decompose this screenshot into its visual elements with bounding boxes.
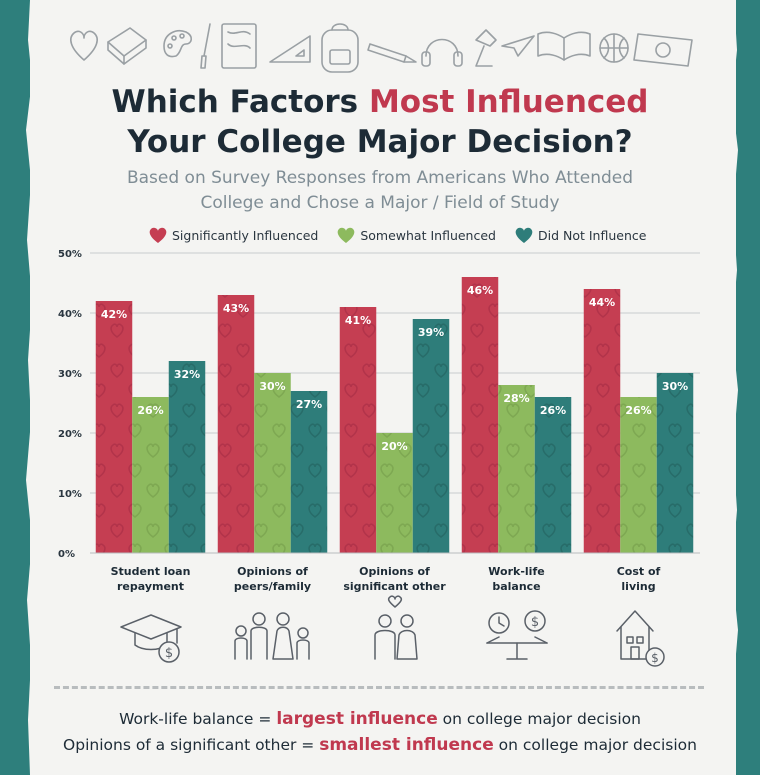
open-book-icon [537,31,591,61]
bar-not [534,397,572,553]
balance-scale-icon: $ [486,610,548,660]
data-label: 27% [296,398,322,411]
bar-somewhat [376,433,413,553]
x-tick-label: peers/family [234,580,311,593]
chart-legend: Significantly Influenced Somewhat Influe… [148,223,646,247]
subtitle-line-1: Based on Survey Responses from Americans… [126,168,634,188]
data-label: 42% [101,308,127,321]
lamp-icon [475,29,497,67]
house-dollar-icon: $ [616,610,665,667]
y-tick-label: 20% [58,429,82,440]
bar-not [168,361,206,553]
y-tick-label: 0% [58,549,75,560]
x-tick-label: Cost of [617,565,661,578]
data-label: 30% [662,380,688,393]
data-label: 26% [625,404,651,417]
bar-significant [95,301,133,553]
x-tick-label: Opinions of [359,565,430,578]
divider [54,686,704,689]
subtitle-line-2: College and Chose a Major / Field of Stu… [200,193,560,213]
legend-label-somewhat: Somewhat Influenced [360,227,496,243]
page-title: Which Factors Most Influenced Your Colle… [0,82,760,162]
y-tick-label: 30% [58,369,82,380]
title-line-2: Your College Major Decision? [127,124,633,160]
summary-1-text-b: on college major decision [437,710,641,728]
couple-icon [374,595,418,660]
data-label: 41% [345,314,371,327]
torn-edge-left [26,0,36,775]
legend-label-significant: Significantly Influenced [172,227,319,243]
y-tick-label: 40% [58,309,82,320]
x-tick-label: repayment [117,580,184,593]
doodle-row [70,23,693,73]
backpack-icon [321,23,359,73]
summary-2-text-b: on college major decision [493,736,697,754]
headphones-icon [421,38,463,67]
bar-somewhat [254,373,291,553]
palette-icon [163,30,193,58]
data-label: 43% [223,302,249,315]
x-tick-label: Work-life [488,565,544,578]
legend-item-significant: Significantly Influenced [148,225,318,245]
summary-line-1: Work-life balance = largest influence on… [0,709,760,729]
data-label: 28% [503,392,529,405]
bar-not [656,373,694,553]
legend-label-not: Did Not Influence [537,227,647,243]
family-icon [234,612,310,660]
heart-icon [515,227,533,243]
svg-text:$: $ [651,651,659,665]
title-highlight: Most Influenced [368,84,649,120]
bar-somewhat [620,397,657,553]
data-label: 44% [589,296,615,309]
data-label: 46% [467,284,493,297]
paintbrush-icon [200,23,211,69]
x-tick-label: Opinions of [237,565,308,578]
x-tick-label: balance [492,580,540,593]
money-icon [633,33,693,67]
legend-item-somewhat: Somewhat Influenced [336,225,496,245]
notebook-icon [221,23,257,69]
data-label: 26% [540,404,566,417]
data-label: 30% [259,380,285,393]
summary-1-emphasis: largest influence [276,709,438,729]
y-tick-label: 50% [58,249,82,260]
svg-text:$: $ [531,615,539,630]
bar-somewhat [132,397,169,553]
summary-2-emphasis: smallest influence [319,735,494,755]
book-icon [107,27,147,65]
ruler-triangle-icon [269,35,311,63]
bar-significant [217,295,255,553]
bar-significant [461,277,499,553]
summary-2-text-a: Opinions of a significant other = [63,736,320,754]
bar-somewhat [498,385,535,553]
legend-item-not: Did Not Influence [514,225,646,245]
x-tick-label: Student loan [111,565,191,578]
heart-icon [149,227,167,243]
bar-chart: 0% 10% 20% 30% 40% 50% 42% 26% 32% Student loan re… [58,249,700,667]
subtitle: Based on Survey Responses from Americans… [0,166,760,216]
x-tick-label: significant other [343,580,446,593]
heart-icon [338,227,355,243]
basketball-icon [599,33,629,63]
summary-1-text-a: Work-life balance = [119,710,277,728]
bar-significant [583,289,621,553]
summary-line-2: Opinions of a significant other = smalle… [0,735,760,755]
bar-not [412,319,450,553]
y-tick-label: 10% [58,489,82,500]
bar-not [290,391,328,553]
data-label: 32% [174,368,200,381]
data-label: 26% [137,404,163,417]
x-tick-label: living [621,580,655,593]
svg-text:$: $ [165,646,173,661]
heart-icon [70,30,98,61]
torn-edge-right [728,0,738,775]
graduation-cap-dollar-icon: $ [120,614,182,663]
data-label: 39% [418,326,444,339]
title-line-1: Which Factors Most Influenced [0,82,760,122]
pencil-icon [367,43,417,63]
title-text-a: Which Factors [111,84,369,120]
bar-significant [339,307,377,553]
data-label: 20% [381,440,407,453]
paper-plane-icon [501,35,535,57]
